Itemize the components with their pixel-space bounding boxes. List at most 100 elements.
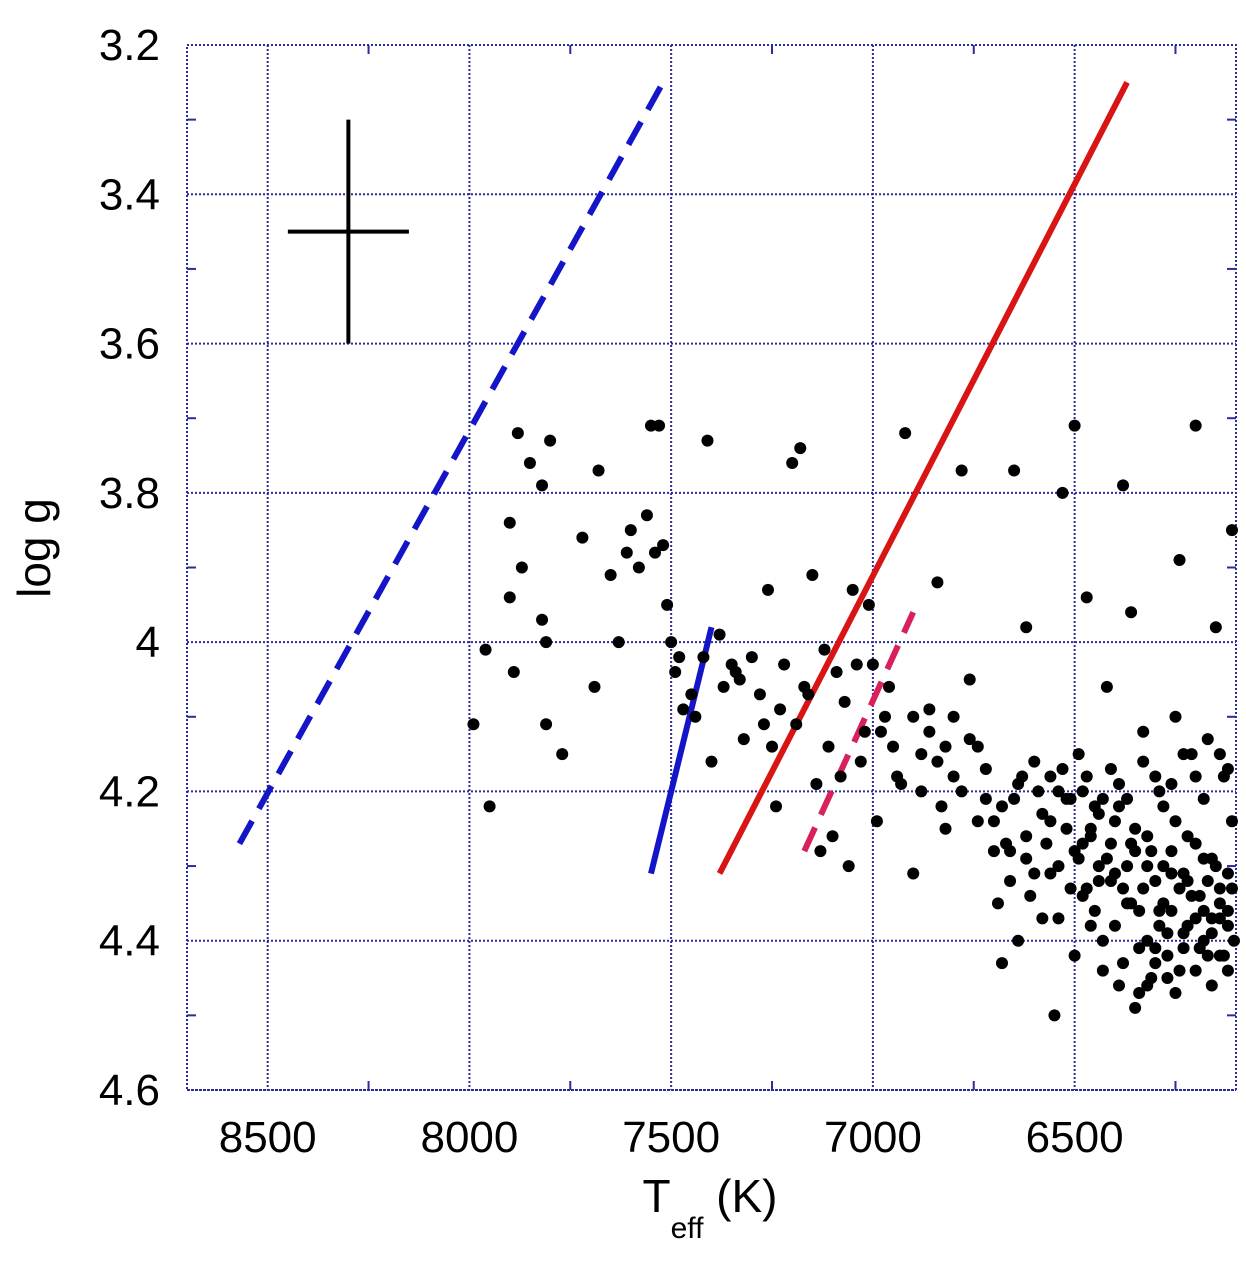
data-point xyxy=(1149,770,1162,783)
data-point xyxy=(854,755,867,768)
data-point xyxy=(838,695,851,708)
error-bar xyxy=(287,119,409,344)
data-point xyxy=(1004,875,1017,887)
data-point xyxy=(511,427,524,440)
data-point xyxy=(1024,889,1037,902)
data-point xyxy=(830,666,843,678)
data-point xyxy=(1189,770,1202,783)
data-point xyxy=(544,434,557,447)
data-point xyxy=(1117,957,1130,970)
data-point xyxy=(870,815,883,828)
data-point xyxy=(806,568,819,581)
data-point xyxy=(1008,464,1021,477)
data-point xyxy=(1157,860,1170,873)
plot-border xyxy=(186,44,1237,1091)
data-point xyxy=(592,464,605,477)
data-point xyxy=(1201,733,1214,746)
data-point xyxy=(761,583,774,596)
data-point xyxy=(1197,792,1210,805)
data-point xyxy=(1141,979,1154,992)
data-point xyxy=(1181,919,1194,932)
data-point xyxy=(1189,837,1202,850)
data-point xyxy=(1076,837,1089,850)
data-point xyxy=(1104,837,1117,850)
data-point xyxy=(963,673,976,686)
data-point xyxy=(1181,830,1194,843)
data-point xyxy=(1028,755,1041,768)
y-tick-label: 4.2 xyxy=(99,767,160,816)
data-point xyxy=(1125,837,1138,850)
data-point xyxy=(1052,912,1065,925)
data-point xyxy=(1133,904,1146,917)
data-point xyxy=(1104,875,1117,887)
data-point xyxy=(1177,748,1190,761)
data-point xyxy=(987,845,1000,858)
data-point xyxy=(834,770,847,783)
data-point xyxy=(1028,867,1041,880)
data-point xyxy=(503,516,516,529)
data-point xyxy=(790,718,803,731)
data-point xyxy=(1117,479,1130,492)
data-point xyxy=(1036,912,1049,925)
series-line-2 xyxy=(648,626,715,875)
y-tick-label: 3.8 xyxy=(99,469,160,518)
data-point xyxy=(1112,777,1125,790)
data-point xyxy=(1221,964,1234,977)
data-point xyxy=(1185,889,1198,902)
data-point xyxy=(931,755,944,768)
data-point xyxy=(1197,852,1210,865)
data-point xyxy=(1165,904,1178,917)
data-point xyxy=(1169,710,1182,723)
data-point xyxy=(669,666,682,678)
data-point xyxy=(1149,875,1162,887)
data-point xyxy=(1125,606,1138,619)
data-point xyxy=(1157,897,1170,910)
y-tick-label: 4.4 xyxy=(99,917,160,966)
data-point xyxy=(923,725,936,738)
data-point xyxy=(1225,815,1238,828)
data-point xyxy=(995,800,1008,813)
data-point xyxy=(1213,748,1226,761)
data-point xyxy=(588,680,601,693)
data-point xyxy=(1121,792,1134,805)
data-point xyxy=(1080,591,1093,604)
data-point xyxy=(665,636,678,649)
data-point xyxy=(1205,927,1218,940)
data-point xyxy=(1117,882,1130,895)
data-point xyxy=(503,591,516,604)
data-point xyxy=(1084,822,1097,835)
x-tick-label: 8500 xyxy=(219,1113,317,1162)
data-point xyxy=(794,442,807,455)
data-point xyxy=(523,457,536,469)
data-point xyxy=(612,636,625,649)
data-point xyxy=(947,710,960,723)
data-point xyxy=(1020,830,1033,843)
data-point xyxy=(1100,680,1113,693)
data-point xyxy=(995,957,1008,970)
data-point xyxy=(620,546,633,559)
data-point xyxy=(745,651,758,664)
data-point xyxy=(536,479,549,492)
data-point xyxy=(1064,792,1077,805)
data-point xyxy=(774,703,787,716)
data-point xyxy=(1004,845,1017,858)
data-point xyxy=(1076,889,1089,902)
data-point xyxy=(1209,621,1222,634)
data-point xyxy=(770,800,783,813)
data-point xyxy=(1137,725,1150,738)
y-tick-label: 3.6 xyxy=(99,320,160,369)
data-point xyxy=(878,710,891,723)
data-point xyxy=(971,815,984,828)
data-point xyxy=(1153,785,1166,798)
data-point xyxy=(947,770,960,783)
data-point xyxy=(915,748,928,761)
data-point xyxy=(1197,934,1210,947)
data-point xyxy=(685,688,698,701)
data-point xyxy=(640,509,653,522)
data-point xyxy=(624,524,637,537)
data-point xyxy=(971,740,984,753)
data-point xyxy=(899,427,912,440)
data-point xyxy=(939,740,952,753)
data-point xyxy=(1189,912,1202,925)
data-point xyxy=(1165,777,1178,790)
